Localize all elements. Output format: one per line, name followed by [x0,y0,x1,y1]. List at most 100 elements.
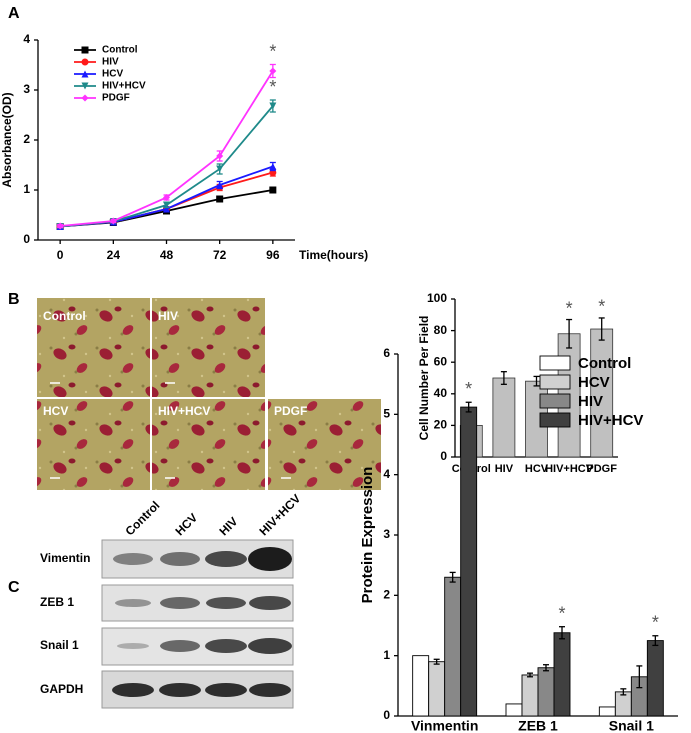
band [206,597,246,609]
legend-swatch [539,412,571,428]
band [115,599,151,607]
marker [109,217,117,225]
annotation: * [558,603,565,623]
legend-label: HIV [578,393,603,410]
legend-label: HIV+HCV [102,81,146,92]
row-label: GAPDH [40,682,83,696]
western-blot: Control HCV HIV HIV+HCV Vimentin ZEB 1 S… [40,491,303,709]
band [249,683,291,697]
row-label: Vimentin [40,551,90,565]
legend-label: HCV [102,69,123,80]
y-tick-label: 40 [434,386,448,400]
y-tick-label: 60 [434,354,448,368]
legend-label: HCV [578,374,610,391]
bar [646,640,664,717]
legend-label: PDGF [102,93,130,104]
marker [81,70,89,78]
panel-label: A [8,5,20,22]
bar [492,377,516,458]
y-tick-label: 100 [427,291,447,305]
marker [269,102,277,110]
x-tick-label: PDGF [586,463,617,475]
band [160,640,200,652]
micrograph-label: Control [43,309,86,323]
bar [537,667,555,717]
y-tick-label: 80 [434,323,448,337]
micrograph-label: HCV [43,404,68,418]
legend-label: Control [578,355,631,372]
legend-swatch [539,374,571,390]
micrograph-label: PDGF [274,404,307,418]
x-tick-label: 0 [57,248,64,262]
x-axis-label: Time(hours) [299,248,368,262]
marker [163,201,170,209]
marker [216,181,224,189]
marker [81,46,89,54]
band [248,547,292,571]
band [248,638,292,654]
panel-label: C [8,579,20,596]
bar [598,706,616,717]
annotation: * [465,379,472,399]
x-tick-label: 48 [160,248,174,262]
band [113,553,153,565]
marker [269,67,277,75]
bar [553,632,571,717]
micrograph-label: HIV [158,309,178,323]
y-tick-label: 4 [23,32,30,46]
marker [216,152,224,160]
y-axis-label: Protein Expression [359,467,376,604]
y-tick-label: 3 [23,82,30,96]
annotation: * [269,77,276,97]
row-label: Snail 1 [40,638,79,652]
annotation: * [598,297,605,317]
x-tick-label: ZEB 1 [518,718,558,733]
micrographs: Control HIV HCV HIV+HCV PDGF [37,298,381,490]
row-label: ZEB 1 [40,595,74,609]
legend-swatch [539,355,571,371]
marker [269,163,277,170]
band [112,683,154,697]
bar [505,703,523,717]
y-tick-label: 5 [383,407,390,421]
marker [81,58,89,66]
marker [163,194,170,201]
y-tick-label: 4 [383,467,390,481]
marker [81,82,89,90]
x-tick-label: Snail 1 [609,718,654,733]
x-tick-label: 72 [213,248,227,262]
bar [460,406,478,717]
micrograph-label: HIV+HCV [158,404,210,418]
micrograph [37,298,150,397]
marker [216,195,224,203]
bar [412,655,430,717]
micrograph [37,399,150,490]
x-tick-label: 96 [266,248,280,262]
panel-label: B [8,291,20,308]
band [160,552,200,566]
band [159,683,201,697]
y-tick-label: 3 [383,527,390,541]
annotation: * [269,41,276,61]
y-tick-label: 0 [23,232,30,246]
x-tick-label: HIV+HCV [545,463,594,475]
lane-label: HIV [216,514,240,538]
legend-label: HIV+HCV [578,412,643,429]
marker [81,94,89,102]
y-tick-label: 6 [383,346,390,360]
legend-label: HIV [102,57,119,68]
legend-swatch [539,393,571,409]
y-tick-label: 2 [23,132,30,146]
micrograph [268,399,381,490]
y-tick-label: 1 [23,182,30,196]
x-tick-label: HIV [495,463,514,475]
marker [56,222,64,230]
bar [428,661,446,717]
y-tick-label: 0 [440,449,447,463]
y-tick-label: 1 [383,648,390,662]
y-tick-label: 2 [383,588,390,602]
marker [269,186,277,194]
band [249,596,291,610]
